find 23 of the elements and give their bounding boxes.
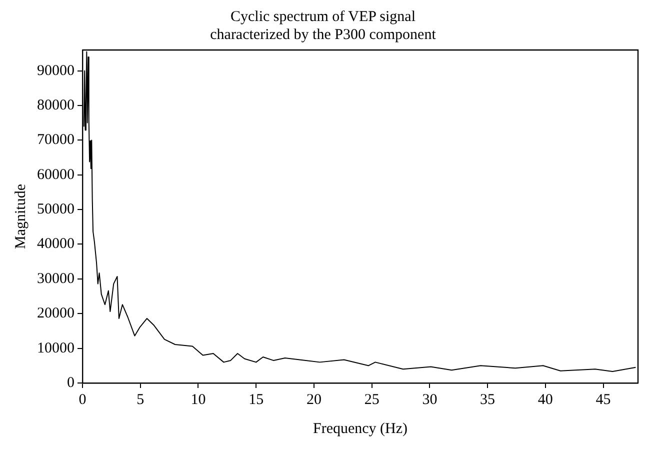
y-tick-label: 90000	[37, 62, 74, 79]
x-tick-label: 15	[248, 392, 264, 408]
x-tick-label: 0	[78, 392, 86, 408]
y-tick-label: 10000	[37, 340, 74, 356]
y-tick-label: 20000	[37, 306, 74, 322]
x-tick-label: 25	[364, 392, 380, 408]
y-axis-title: Magnitude	[12, 184, 29, 249]
y-tick-label: 80000	[37, 97, 74, 114]
x-axis-title: Frequency (Hz)	[312, 420, 408, 437]
y-tick-label: 0	[67, 374, 74, 391]
x-tick-label: 35	[480, 392, 496, 408]
x-tick-label: 45	[596, 392, 611, 408]
y-tick-label: 70000	[37, 132, 74, 148]
x-tick-label: 10	[190, 392, 206, 408]
x-tick-label: 40	[538, 392, 553, 408]
y-tick-label: 40000	[37, 236, 74, 252]
y-tick-label: 60000	[37, 166, 74, 183]
x-tick-label: 20	[306, 392, 322, 408]
y-tick-label: 30000	[37, 270, 74, 287]
chart-title: Cyclic spectrum of VEP signal characterized by the P300 component	[210, 8, 437, 43]
y-tick-label: 50000	[37, 202, 74, 218]
x-tick-label: 5	[136, 392, 144, 408]
x-tick-label: 30	[422, 392, 438, 408]
